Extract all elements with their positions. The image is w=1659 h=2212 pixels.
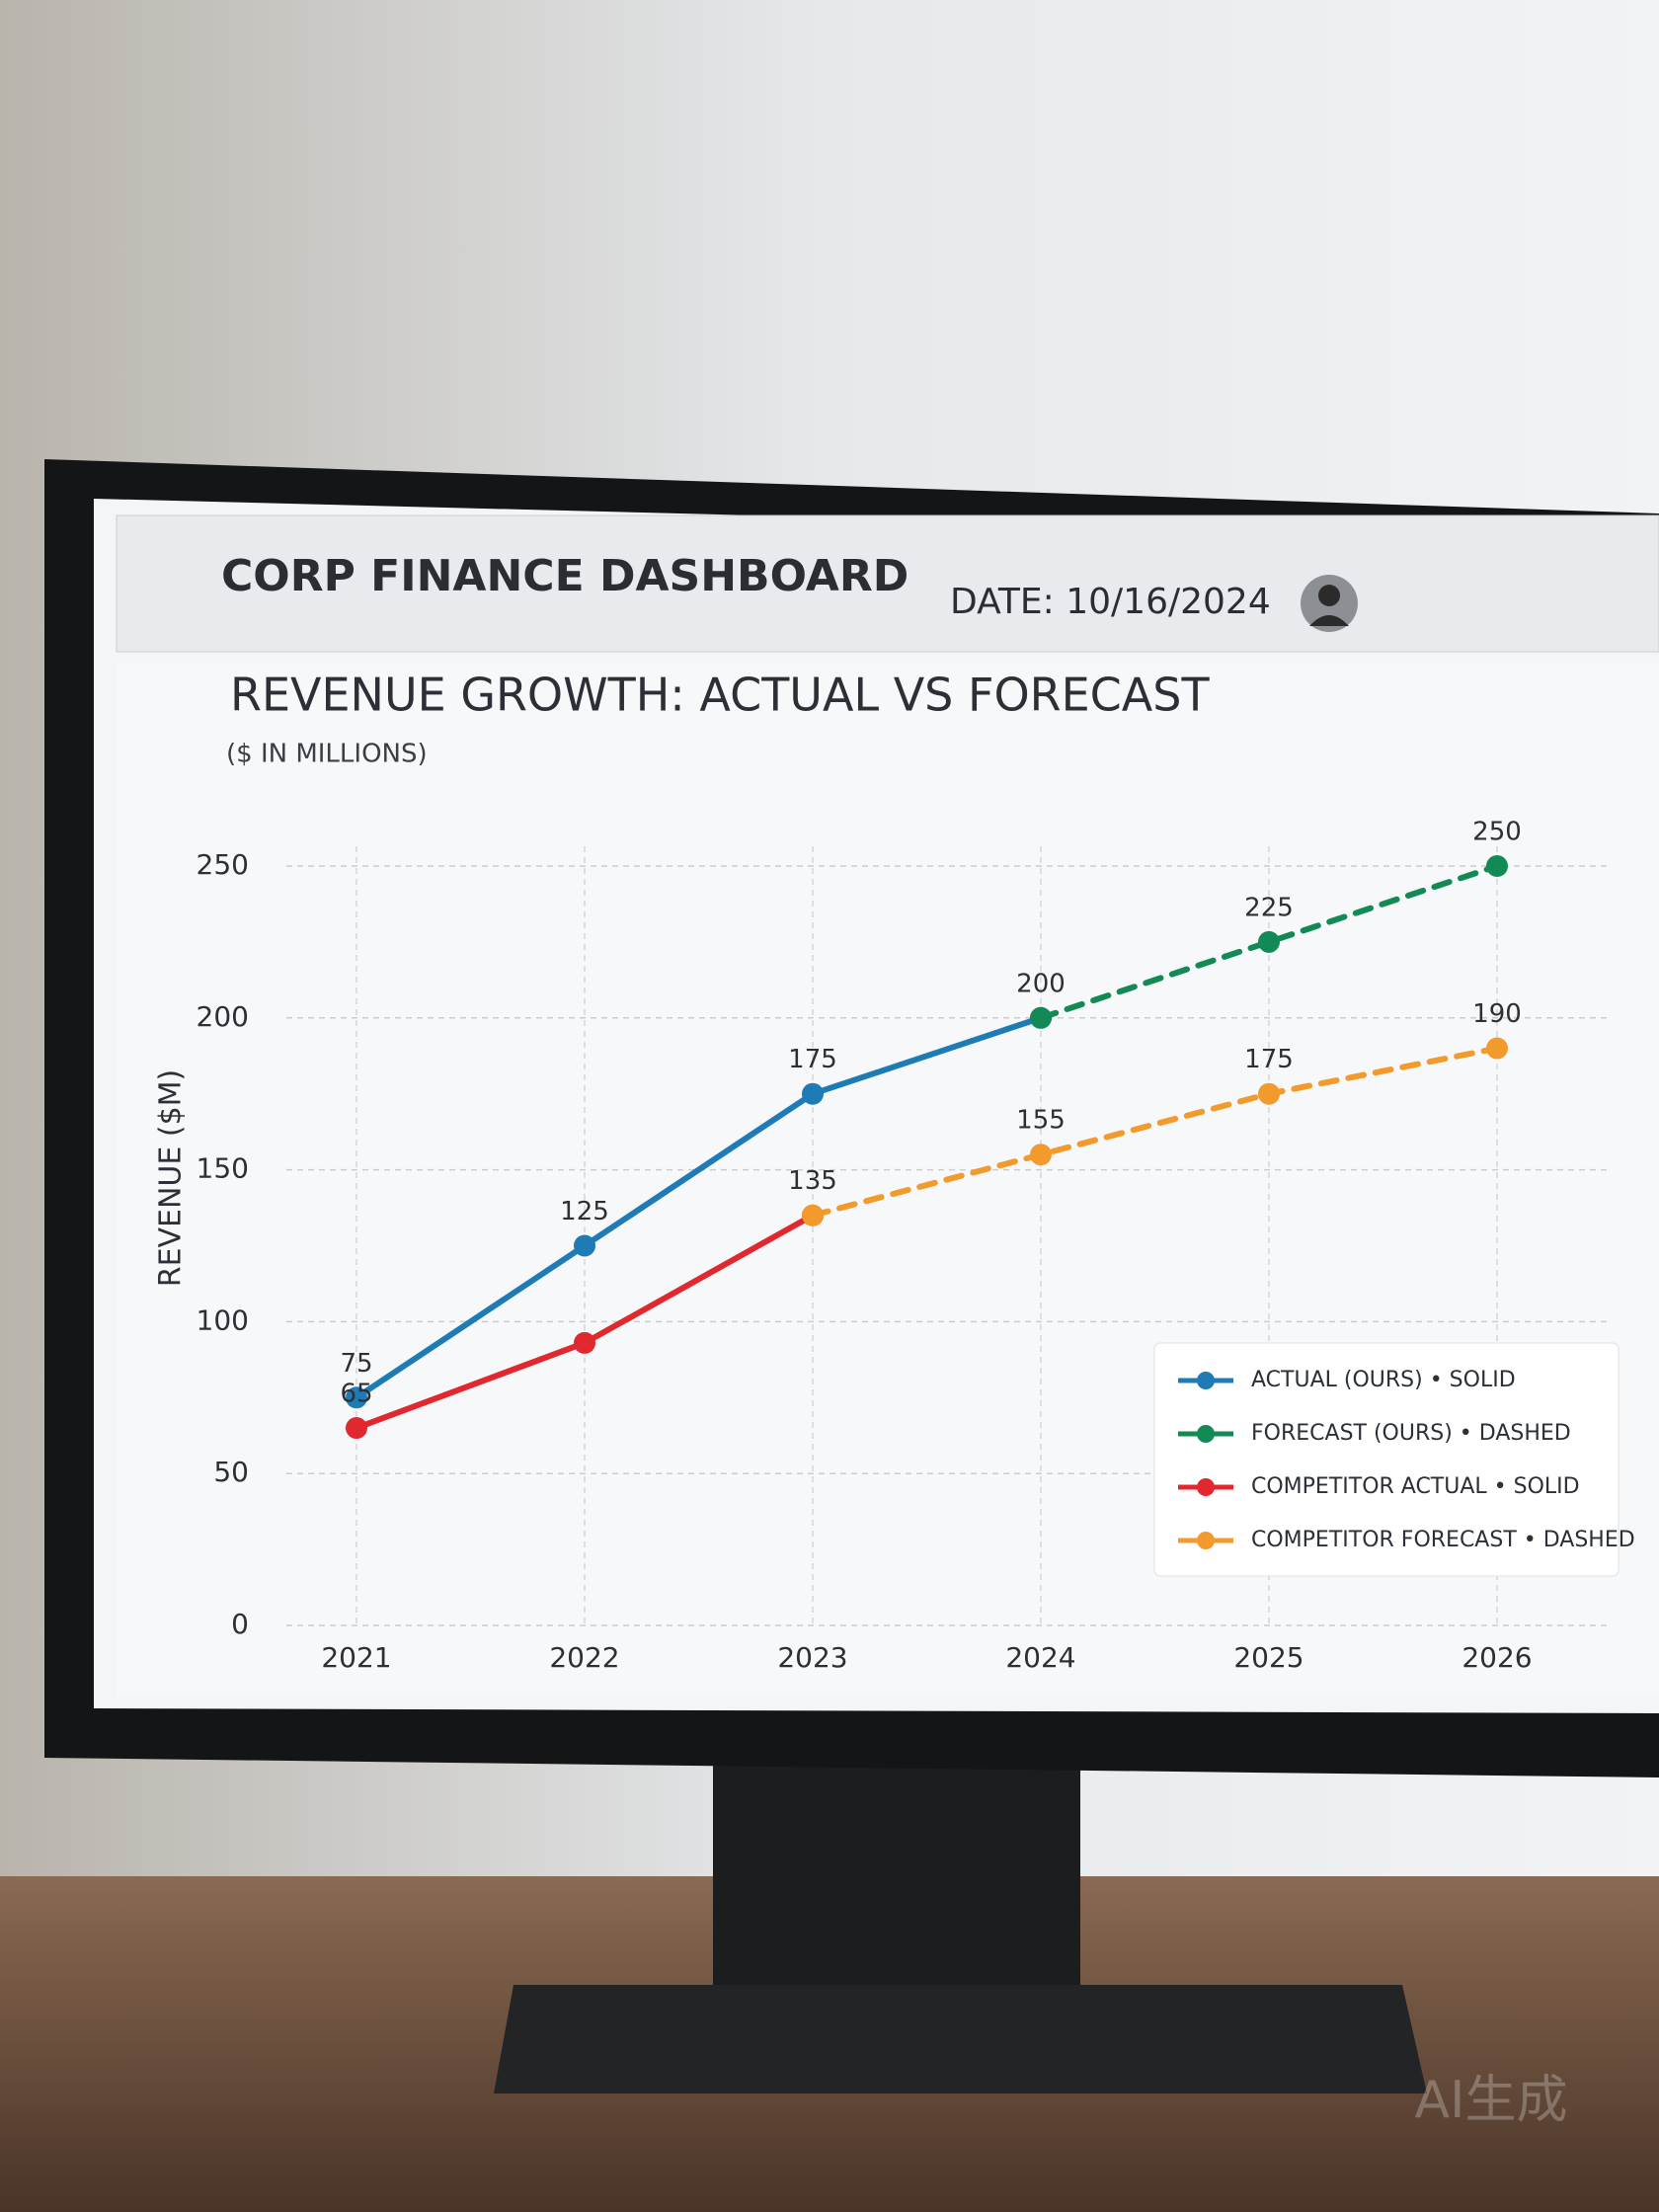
header-date: DATE: 10/16/2024 <box>950 582 1271 622</box>
data-point <box>1030 1144 1052 1166</box>
data-point <box>1258 1082 1280 1105</box>
header-title: CORP FINANCE DASHBOARD <box>221 551 908 601</box>
chart-subtitle: ($ IN MILLIONS) <box>226 740 428 769</box>
data-point <box>1486 1037 1508 1060</box>
legend-marker <box>1197 1425 1215 1443</box>
chart-title: REVENUE GROWTH: ACTUAL VS FORECAST <box>230 669 1210 722</box>
y-tick-label: 100 <box>197 1304 249 1336</box>
data-label: 200 <box>1016 969 1066 998</box>
data-label: 250 <box>1472 818 1522 847</box>
data-label: 175 <box>788 1045 837 1074</box>
data-point <box>1258 930 1280 953</box>
y-tick-label: 50 <box>213 1456 249 1488</box>
monitor-neck <box>713 1758 1080 2005</box>
x-tick-label: 2024 <box>1005 1641 1075 1674</box>
legend-marker <box>1197 1372 1215 1389</box>
data-point <box>1486 855 1508 877</box>
data-point <box>574 1331 595 1354</box>
series-line <box>1038 863 1500 1021</box>
x-tick-label: 2026 <box>1462 1641 1532 1674</box>
data-label: 75 <box>340 1349 372 1379</box>
x-tick-label: 2023 <box>777 1641 847 1674</box>
y-axis-label: REVENUE ($M) <box>154 1069 189 1288</box>
data-point <box>574 1234 595 1257</box>
avatar-head <box>1318 585 1340 606</box>
legend-marker <box>1197 1478 1215 1496</box>
data-label: 155 <box>1016 1106 1066 1136</box>
data-point <box>346 1386 367 1409</box>
y-tick-label: 0 <box>231 1608 249 1640</box>
y-tick-label: 150 <box>197 1152 249 1185</box>
series-line <box>810 1045 1500 1219</box>
legend-label: ACTUAL (OURS) • SOLID <box>1251 1368 1516 1392</box>
data-label: 175 <box>1244 1045 1294 1074</box>
data-point <box>1030 1006 1052 1029</box>
data-label: 135 <box>788 1166 837 1196</box>
data-label: 225 <box>1244 893 1294 922</box>
series-line <box>354 1014 1044 1401</box>
watermark: AI生成 <box>1415 2071 1568 2130</box>
data-label: 190 <box>1472 999 1522 1029</box>
x-tick-label: 2025 <box>1233 1641 1304 1674</box>
x-tick-label: 2021 <box>321 1641 391 1674</box>
monitor-base <box>494 1985 1427 2094</box>
data-point <box>346 1417 367 1440</box>
data-point <box>802 1204 824 1226</box>
legend-label: FORECAST (OURS) • DASHED <box>1251 1421 1571 1446</box>
legend-box <box>1153 1342 1620 1577</box>
legend-marker <box>1197 1532 1215 1549</box>
header-bar <box>116 514 1659 653</box>
data-point <box>802 1082 824 1105</box>
x-tick-label: 2022 <box>549 1641 619 1674</box>
y-tick-label: 250 <box>197 848 249 881</box>
y-tick-label: 200 <box>197 1000 249 1033</box>
avatar-body <box>1309 615 1349 626</box>
legend-label: COMPETITOR ACTUAL • SOLID <box>1251 1474 1580 1499</box>
data-label: 65 <box>340 1380 372 1409</box>
legend-label: COMPETITOR FORECAST • DASHED <box>1251 1528 1635 1552</box>
data-label: 125 <box>560 1197 609 1226</box>
